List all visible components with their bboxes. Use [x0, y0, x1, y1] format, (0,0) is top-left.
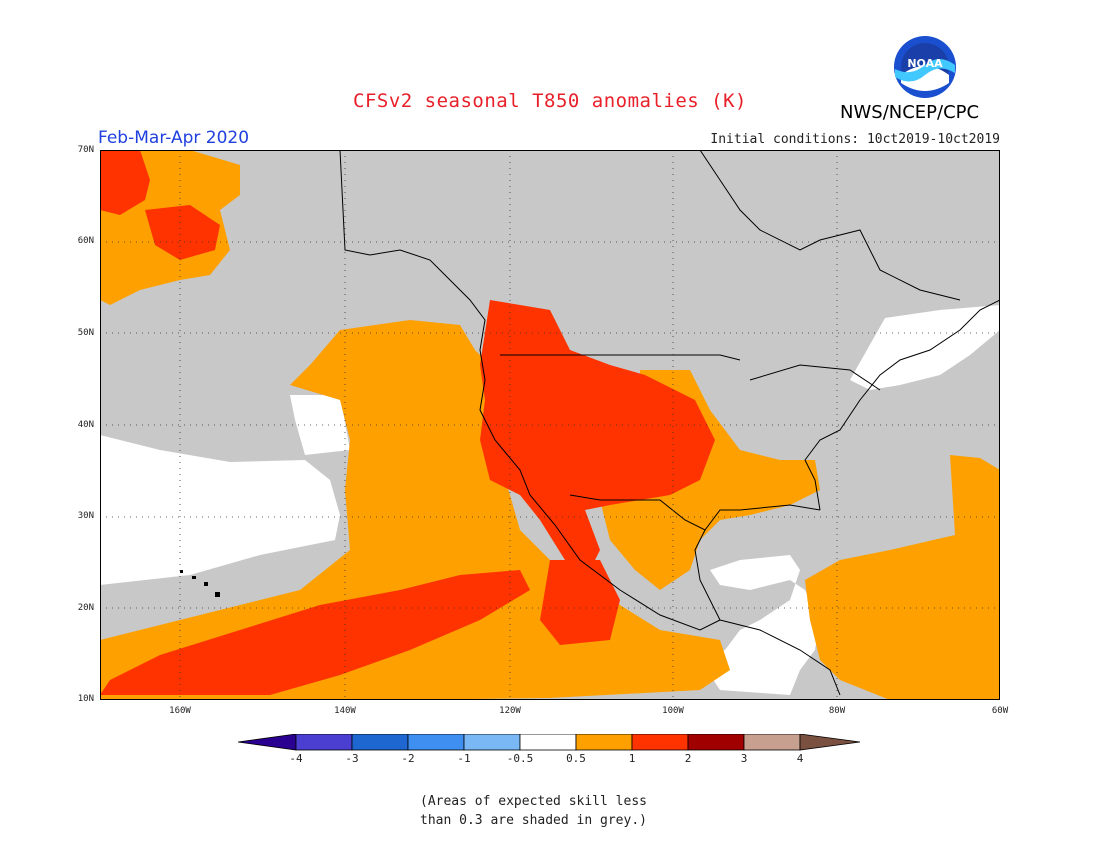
lat-label-70n: 70N — [77, 145, 94, 155]
noaa-logo-text: NOAA — [907, 57, 943, 70]
chart-title: CFSv2 seasonal T850 anomalies (K) — [353, 90, 747, 112]
white-area-gulf-caribbean — [700, 555, 820, 695]
colorbar-cap-low — [238, 734, 297, 751]
lon-label-120w: 120W — [499, 706, 521, 716]
noaa-logo: NOAA — [894, 36, 956, 98]
colorbar-label: 4 — [796, 752, 804, 765]
colorbar-label: 0.5 — [566, 752, 586, 765]
lat-label-30n: 30N — [77, 511, 94, 521]
colorbar-label: -0.5 — [506, 752, 534, 765]
lon-label-160w: 160W — [169, 706, 191, 716]
colorbar-label: 3 — [740, 752, 748, 765]
lon-label-100w: 100W — [662, 706, 684, 716]
lon-label-60w: 60W — [991, 706, 1009, 716]
colorbar-bin-5 — [519, 734, 577, 751]
skill-note-line-2: than 0.3 are shaded in grey.) — [420, 813, 647, 828]
lon-label-140w: 140W — [334, 706, 356, 716]
white-area-northeast — [850, 305, 1000, 390]
anomaly-map — [100, 150, 1000, 700]
lat-label-20n: 20N — [77, 603, 94, 613]
colorbar-label: -4 — [289, 752, 303, 765]
skill-note-line-1: (Areas of expected skill less — [420, 794, 647, 809]
graticule — [100, 150, 1000, 700]
red-area-pacific-band — [100, 570, 530, 695]
skill-note: (Areas of expected skill less than 0.3 a… — [420, 792, 780, 830]
colorbar-bin-6 — [575, 734, 633, 751]
lat-label-50n: 50N — [77, 328, 94, 338]
forecast-period: Feb-Mar-Apr 2020 — [98, 128, 250, 148]
agency-label: NWS/NCEP/CPC — [840, 102, 980, 123]
lat-label-60n: 60N — [77, 236, 94, 246]
red-area-alaska-central — [145, 205, 220, 260]
coastlines — [339, 150, 1000, 696]
colorbar-bin-1 — [295, 734, 353, 751]
colorbar-bin-2 — [351, 734, 409, 751]
lat-label-10n: 10N — [77, 694, 94, 704]
red-area-mexico — [540, 560, 620, 645]
map-frame — [100, 150, 1000, 700]
colorbar-bin-7 — [631, 734, 689, 751]
colorbar-bin-9 — [743, 734, 801, 751]
orange-area-atlantic — [805, 455, 1000, 700]
colorbar-bin-4 — [463, 734, 521, 751]
red-area-alaska-west — [100, 150, 150, 215]
colorbar-bin-8 — [687, 734, 745, 751]
colorbar-label: 1 — [628, 752, 636, 765]
colorbar-label: 2 — [684, 752, 692, 765]
colorbar-label: -2 — [401, 752, 415, 765]
white-area-pacific-small — [290, 395, 350, 455]
colorbar-bin-3 — [407, 734, 465, 751]
hawaii-islands — [180, 570, 220, 597]
red-area-western-us — [480, 300, 715, 570]
colorbar — [238, 734, 861, 751]
white-area-central-pacific — [100, 435, 340, 585]
initial-conditions: Initial conditions: 10ct2019-10ct2019 — [710, 132, 1000, 147]
lat-label-40n: 40N — [77, 420, 94, 430]
colorbar-label: -1 — [457, 752, 471, 765]
lon-label-80w: 80W — [828, 706, 846, 716]
colorbar-label: -3 — [345, 752, 359, 765]
colorbar-cap-high — [799, 734, 861, 751]
